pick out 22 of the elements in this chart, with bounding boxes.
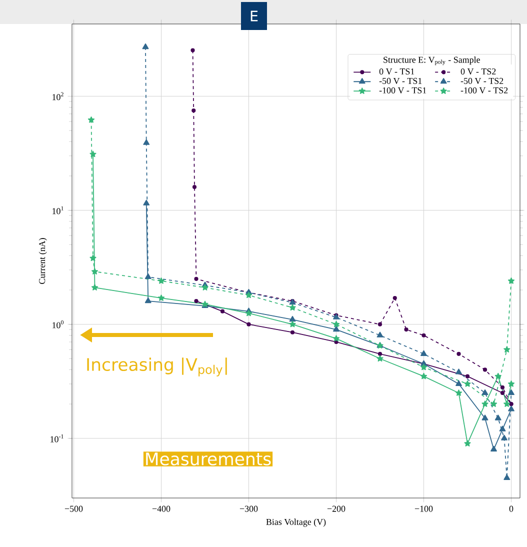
x-tick-label: 0: [509, 506, 514, 512]
y-tick-label: 10$^{1}$: [52, 206, 64, 214]
annotation: Increasing |V$_{poly}$|: [87, 358, 227, 376]
legend-label: -100 V - TS2: [460, 87, 508, 94]
legend-label: 0 V - TS2: [460, 68, 496, 75]
x-tick-label: −100: [414, 506, 433, 512]
x-tick-label: −300: [240, 506, 258, 512]
legend-title: Structure E: V$_{poly}$ - Sample: [384, 56, 480, 66]
legend-label: -50 V - TS1: [379, 78, 422, 84]
annotation: Measurements: [146, 452, 271, 466]
y-axis-title: Current (nA): [38, 238, 47, 284]
text: E: [250, 10, 258, 22]
legend-label: 0 V - TS1: [379, 68, 414, 75]
y-tick-label: 10$^{0}$: [52, 320, 64, 328]
legend-label: -50 V - TS2: [460, 78, 504, 84]
x-tick-label: −200: [327, 506, 346, 512]
legend-label: -100 V - TS1: [379, 87, 426, 94]
y-tick-label: 10$^{-1}$: [50, 434, 64, 442]
y-tick-label: 10$^{2}$: [52, 92, 64, 100]
x-axis-title: Bias Voltage (V): [266, 518, 326, 527]
x-tick-label: −400: [152, 506, 170, 512]
x-tick-label: −500: [64, 506, 83, 512]
